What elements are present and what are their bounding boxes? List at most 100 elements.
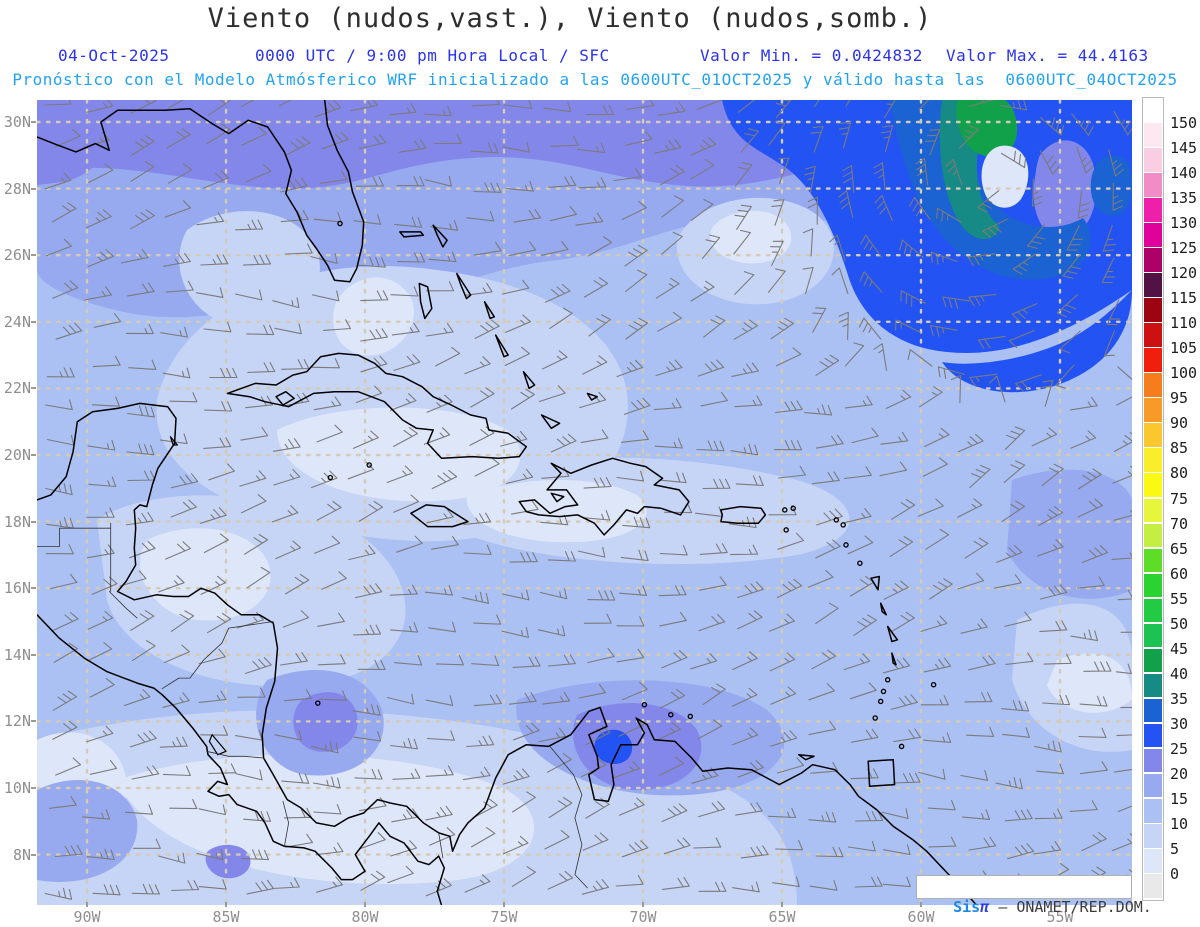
colorbar-cell	[1144, 98, 1162, 122]
small-island	[790, 505, 796, 512]
axis-tick	[31, 853, 36, 856]
lat-tick-label: 12N	[3, 712, 31, 731]
colorbar-tick-label: 140	[1170, 164, 1198, 183]
lon-tick-label: 90W	[73, 908, 101, 926]
colorbar-cell	[1144, 248, 1162, 272]
colorbar-tick-label: 105	[1170, 339, 1198, 358]
colorbar-cell	[1144, 598, 1162, 623]
axis-tick	[920, 902, 923, 907]
small-island	[833, 517, 840, 523]
lon-tick-label: 85W	[212, 908, 240, 926]
small-island	[843, 542, 849, 548]
colorbar-tick-label: 0	[1170, 864, 1180, 883]
small-island	[337, 220, 343, 227]
lat-tick-label: 8N	[12, 845, 31, 864]
lat-tick-label: 30N	[3, 112, 31, 131]
wind-shading-layer	[37, 100, 1132, 905]
axis-tick	[503, 902, 506, 907]
grid-layer	[35, 98, 1134, 907]
colorbar-cell	[1144, 623, 1162, 648]
colorbar-tick-label: 150	[1170, 114, 1198, 133]
small-island	[687, 713, 694, 720]
axis-tick	[781, 902, 784, 907]
colorbar-tick-label: 70	[1170, 514, 1189, 533]
colorbar-tick-label: 90	[1170, 414, 1189, 433]
forecast-date: 04-Oct-2025	[58, 46, 170, 65]
colorbar-tick-label: 110	[1170, 314, 1198, 333]
colorbar-cell	[1144, 723, 1162, 748]
axis-tick	[31, 453, 36, 456]
colorbar-cell	[1144, 123, 1162, 147]
small-island	[880, 688, 887, 695]
watermark-suffix: – ONAMET/REP.DOM.	[989, 898, 1152, 916]
colorbar-cell	[1144, 573, 1162, 598]
axis-tick	[31, 320, 36, 323]
wind-barbs-layer	[43, 81, 1149, 900]
colorbar-tick-label: 50	[1170, 614, 1189, 633]
colorbar-cell	[1144, 823, 1162, 848]
axis-tick	[31, 387, 36, 390]
colorbar-tick-label: 40	[1170, 664, 1189, 683]
axis-tick	[31, 653, 36, 656]
coastline-layer	[36, 99, 978, 906]
wind-map-svg	[35, 81, 1149, 907]
colorbar-tick-label: 65	[1170, 539, 1189, 558]
colorbar-cell	[1144, 648, 1162, 673]
lat-tick-label: 20N	[3, 445, 31, 464]
lon-tick-label: 75W	[490, 908, 518, 926]
small-island	[782, 507, 788, 513]
colorbar-cell	[1144, 473, 1162, 498]
axis-tick	[31, 587, 36, 590]
colorbar-cell	[1144, 148, 1162, 172]
info-line: 04-Oct-2025 0000 UTC / 9:00 pm Hora Loca…	[0, 46, 1200, 66]
colorbar-tick-label: 60	[1170, 564, 1189, 583]
colorbar-tick-label: 45	[1170, 639, 1189, 658]
lon-tick-label: 55W	[1038, 908, 1082, 926]
colorbar-cell	[1144, 198, 1162, 222]
axis-tick	[364, 902, 367, 907]
colorbar-cell	[1144, 698, 1162, 723]
small-island	[641, 701, 648, 708]
colorbar-tick-label: 95	[1170, 389, 1189, 408]
small-island	[327, 474, 334, 481]
colorbar-tick-label: 125	[1170, 239, 1198, 258]
colorbar-cell	[1144, 848, 1162, 873]
value-max-label: Valor Max. = 44.4163	[946, 46, 1149, 65]
small-island	[315, 700, 321, 706]
colorbar-tick-label: 25	[1170, 739, 1189, 758]
lon-tick-label: 60W	[899, 908, 943, 926]
colorbar-cell	[1144, 398, 1162, 422]
colorbar-cell	[1144, 448, 1162, 473]
colorbar-tick-label: 35	[1170, 689, 1189, 708]
map-canvas	[35, 81, 1149, 907]
colorbar-tick-label: 135	[1170, 189, 1198, 208]
colorbar-tick-label: 15	[1170, 789, 1189, 808]
lat-tick-label: 10N	[3, 778, 31, 797]
small-island	[884, 677, 891, 683]
colorbar-tick-label: 115	[1170, 289, 1198, 308]
colorbar-tick-label: 80	[1170, 464, 1189, 483]
axis-tick	[31, 520, 36, 523]
model-line: Pronóstico con el Modelo Atmósferico WRF…	[12, 70, 1178, 89]
colorbar-tick-label: 55	[1170, 589, 1189, 608]
colorbar-cell	[1144, 673, 1162, 698]
colorbar-cell	[1144, 498, 1162, 523]
colorbar-tick-label: 30	[1170, 714, 1189, 733]
colorbar-cell	[1144, 798, 1162, 823]
page-title: Viento (nudos,vast.), Viento (nudos,somb…	[207, 3, 933, 34]
lon-tick-label: 65W	[768, 908, 796, 926]
watermark-brand: Sis	[953, 898, 981, 916]
small-island	[930, 681, 937, 688]
small-island	[877, 698, 884, 705]
small-island	[898, 743, 905, 750]
axis-tick	[31, 720, 36, 723]
small-island	[366, 462, 372, 468]
colorbar-cell	[1144, 523, 1162, 548]
colorbar-cell	[1144, 748, 1162, 773]
country-borders-layer	[36, 522, 588, 889]
small-island	[840, 522, 846, 528]
lat-tick-label: 28N	[3, 179, 31, 198]
axis-tick	[31, 786, 36, 789]
small-island	[857, 560, 863, 566]
